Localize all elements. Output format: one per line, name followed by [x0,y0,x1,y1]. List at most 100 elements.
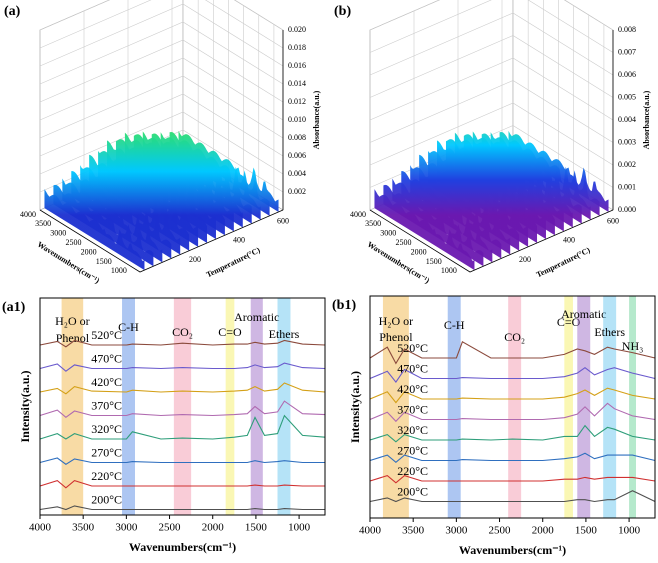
spectrum [369,402,656,423]
y-tick-label: 600 [607,217,619,226]
x-tick-label: 2000 [202,522,225,534]
z-axis-title: Absorbance(a.u.) [642,90,651,149]
axis-edge [369,209,614,273]
spectrum [369,367,656,384]
z-tick-label: 0.002 [288,187,306,196]
z-tick-label: 0.012 [288,97,306,106]
spectrum [39,382,326,395]
surface-strip [374,189,475,271]
x-tick-label: 3000 [115,522,138,534]
z-tick-label: 0.001 [618,182,636,191]
band [61,298,84,515]
axis-frame [39,297,326,516]
y-tick-label: 200 [519,255,531,264]
grid-line [39,0,284,31]
z-tick-label: 0.004 [288,169,306,178]
series-label: 370°C [91,398,122,412]
x-tick-label: 4000 [359,525,382,537]
spectrum [369,341,656,365]
spectrum [369,387,656,404]
band-label: CO₂ [172,325,193,339]
band-label: Phenol [379,330,413,344]
x-tick-label: 2500 [65,238,81,247]
z-tick-label: 0.014 [288,79,306,88]
x-axis-title: Wavenumbers(cm⁻¹) [129,540,236,554]
series-label: 220°C [91,469,122,483]
series-label: 270°C [91,445,122,459]
y-tick-label: 400 [563,236,575,245]
x-tick-label: 1500 [575,525,598,537]
surface-strip [53,184,154,267]
band [225,298,235,515]
panel-label: (a) [4,4,21,19]
x-tick-label: 3000 [50,229,66,238]
band [447,296,461,518]
series-label: 320°C [91,422,122,436]
series-label: 370°C [397,402,428,416]
band [629,296,636,518]
spectrum [39,362,326,372]
band-label: Aromatic [234,310,279,324]
x-tick-label: 1500 [245,522,268,534]
band-label: CO₂ [504,330,525,344]
series-label: 200°C [91,492,122,506]
band [382,296,409,518]
band-label: Phenol [56,331,90,345]
series-label: 320°C [397,423,428,437]
band-label: C-H [444,318,465,332]
band-label: H₂O or [379,314,414,328]
x-tick-label: 2500 [395,238,411,247]
spectrum [39,414,326,440]
x-tick-label: 2500 [159,522,182,534]
band [122,298,135,515]
x-tick-label: 3500 [35,219,51,228]
x-tick-label: 1000 [111,266,127,275]
grid-line [369,0,614,53]
series-label: 470°C [397,361,428,375]
series-label: 520°C [397,341,428,355]
z-tick-label: 0.002 [618,160,636,169]
z-tick-label: 0.006 [288,151,306,160]
z-tick-label: 0.018 [288,43,306,52]
series-label: 520°C [91,328,122,342]
band [577,296,591,518]
band-label: Aromatic [561,307,606,321]
series-label: 420°C [91,375,122,389]
z-tick-label: 0.006 [618,70,636,79]
z-tick-label: 0.003 [618,137,636,146]
y-axis-title: Intensity(a.u.) [348,371,362,443]
z-tick-label: 0.020 [288,25,306,34]
z-tick-label: 0.010 [288,115,306,124]
x-axis-title: Wavenumbers(cm⁻¹) [459,543,566,557]
x-tick-label: 3000 [445,525,468,537]
band-label: Ethers [594,325,625,339]
band [603,296,617,518]
x-tick-label: 3500 [402,525,425,537]
surface-strip [383,184,484,267]
panel-label: (b) [334,4,351,19]
x-tick-label: 4000 [20,210,36,219]
spectrum [369,424,656,443]
x-tick-label: 1500 [96,257,112,266]
grid-line [369,0,614,31]
series-label: 470°C [91,351,122,365]
y-axis-title: Temperature(°C) [205,245,262,279]
z-tick-label: 0.005 [618,92,636,101]
band [173,298,192,515]
spectrum [39,479,325,489]
spectrum [39,457,325,465]
series-label: 220°C [397,464,428,478]
x-tick-label: 2000 [532,525,555,537]
z-tick-label: 0.008 [618,25,636,34]
x-tick-label: 4000 [350,210,366,219]
spectrum [39,400,326,418]
x-tick-label: 2500 [489,525,512,537]
x-tick-label: 3500 [365,219,381,228]
spectrum [369,490,656,503]
grid-line [39,0,284,49]
y-axis-title: Intensity(a.u.) [18,370,32,442]
band [508,296,522,518]
band [564,296,573,518]
x-tick-label: 2000 [81,247,97,256]
